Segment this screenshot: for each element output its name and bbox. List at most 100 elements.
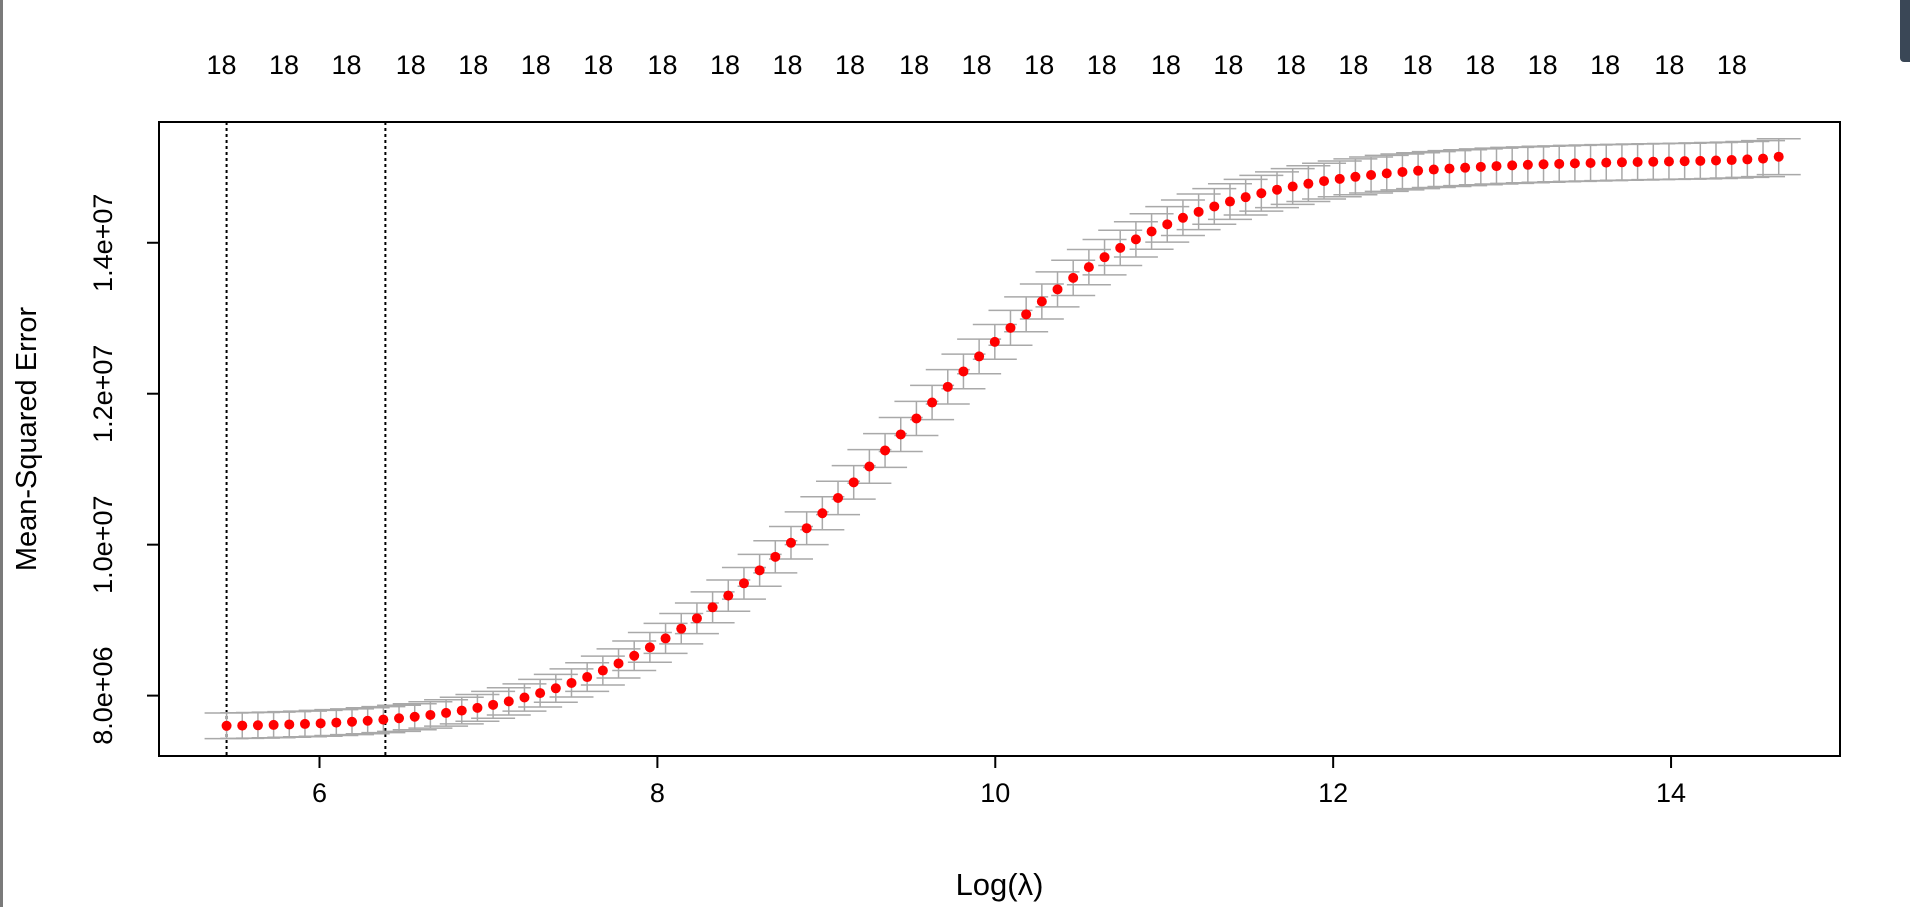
mse-point [864, 461, 875, 472]
mse-point [535, 688, 546, 699]
mse-point [880, 445, 891, 456]
mse-point [1632, 157, 1643, 168]
mse-point [1209, 201, 1220, 212]
mse-point [1068, 272, 1079, 283]
x-axis: 6 8 10 12 14 [312, 755, 1686, 808]
mse-point [1758, 153, 1769, 164]
mse-point [1287, 181, 1298, 192]
mse-point [315, 718, 326, 729]
mse-point [378, 714, 389, 725]
mse-point [394, 713, 405, 724]
mse-point [268, 719, 279, 730]
top-axis-label: 18 [1528, 50, 1558, 80]
y-tick-label: 8.0e+06 [88, 646, 118, 744]
plot-frame [158, 121, 1841, 757]
mse-point [833, 492, 844, 503]
mse-point [409, 711, 420, 722]
mse-point [723, 590, 734, 601]
top-axis-label: 18 [1590, 50, 1620, 80]
mse-point [1303, 178, 1314, 189]
mse-point [1569, 158, 1580, 169]
mse-point [1742, 154, 1753, 165]
mse-point [1413, 165, 1424, 176]
mse-point [1177, 212, 1188, 223]
mse-point [785, 537, 796, 548]
y-tick-label: 1.4e+07 [88, 194, 118, 292]
y-axis: 8.0e+06 1.0e+07 1.2e+07 1.4e+07 [88, 194, 159, 745]
mse-point [1695, 155, 1706, 166]
mse-point [503, 696, 514, 707]
top-axis-label: 18 [647, 50, 677, 80]
mse-point [221, 720, 232, 731]
top-axis-label: 18 [521, 50, 551, 80]
mse-point [1272, 184, 1283, 195]
y-axis-label: Mean-Squared Error [11, 306, 43, 571]
mse-point [582, 672, 593, 683]
mse-point [519, 692, 530, 703]
top-axis-label: 18 [1465, 50, 1495, 80]
y-tick-label: 1.0e+07 [88, 495, 118, 593]
mse-point [1663, 156, 1674, 167]
mse-point [1522, 159, 1533, 170]
top-axis-label: 18 [583, 50, 613, 80]
mse-point [1334, 173, 1345, 184]
mse-point [1491, 161, 1502, 172]
top-axis-label: 18 [1151, 50, 1181, 80]
mse-point [1538, 159, 1549, 170]
top-axis-label: 18 [1338, 50, 1368, 80]
top-axis-label: 18 [899, 50, 929, 80]
mse-point [660, 633, 671, 644]
mse-point [472, 702, 483, 713]
mse-point [691, 613, 702, 624]
top-axis-label: 18 [1717, 50, 1747, 80]
top-axis-label: 18 [269, 50, 299, 80]
mse-point [1601, 157, 1612, 168]
mse-point [1773, 151, 1784, 162]
mse-point [613, 658, 624, 669]
mse-point [331, 717, 342, 728]
x-axis-label: Log(λ) [956, 867, 1044, 902]
mse-point [989, 336, 1000, 347]
top-axis-label: 18 [835, 50, 865, 80]
mse-point [817, 508, 828, 519]
top-axis-label: 18 [206, 50, 236, 80]
mse-point [299, 718, 310, 729]
mse-point [237, 720, 248, 731]
y-tick-label: 1.2e+07 [88, 345, 118, 443]
mse-point [754, 565, 765, 576]
mse-point [1099, 252, 1110, 263]
mse-point [425, 709, 436, 720]
mse-point [895, 429, 906, 440]
mse-point [1726, 155, 1737, 166]
mse-point [676, 623, 687, 634]
mse-point [958, 366, 969, 377]
mse-point [1240, 192, 1251, 203]
mse-point [1475, 161, 1486, 172]
mse-point [848, 477, 859, 488]
mse-point [456, 705, 467, 716]
mse-point [644, 642, 655, 653]
mse-point [738, 578, 749, 589]
mse-point [801, 523, 812, 534]
mse-point [597, 665, 608, 676]
top-axis-label: 18 [1024, 50, 1054, 80]
mse-points [221, 151, 1784, 731]
mse-point [1428, 164, 1439, 175]
mse-point [441, 707, 452, 718]
mse-point [1036, 296, 1047, 307]
mse-point [1146, 226, 1157, 237]
mse-point [1648, 156, 1659, 167]
window-corner-control[interactable] [1900, 0, 1910, 62]
mse-point [911, 413, 922, 424]
mse-point [1710, 155, 1721, 166]
top-axis-label: 18 [1276, 50, 1306, 80]
mse-point [942, 381, 953, 392]
mse-point [707, 602, 718, 613]
mse-point [1115, 242, 1126, 253]
mse-point [1130, 234, 1141, 245]
mse-point [1052, 284, 1063, 295]
top-axis-label: 18 [1654, 50, 1684, 80]
mse-point [566, 677, 577, 688]
